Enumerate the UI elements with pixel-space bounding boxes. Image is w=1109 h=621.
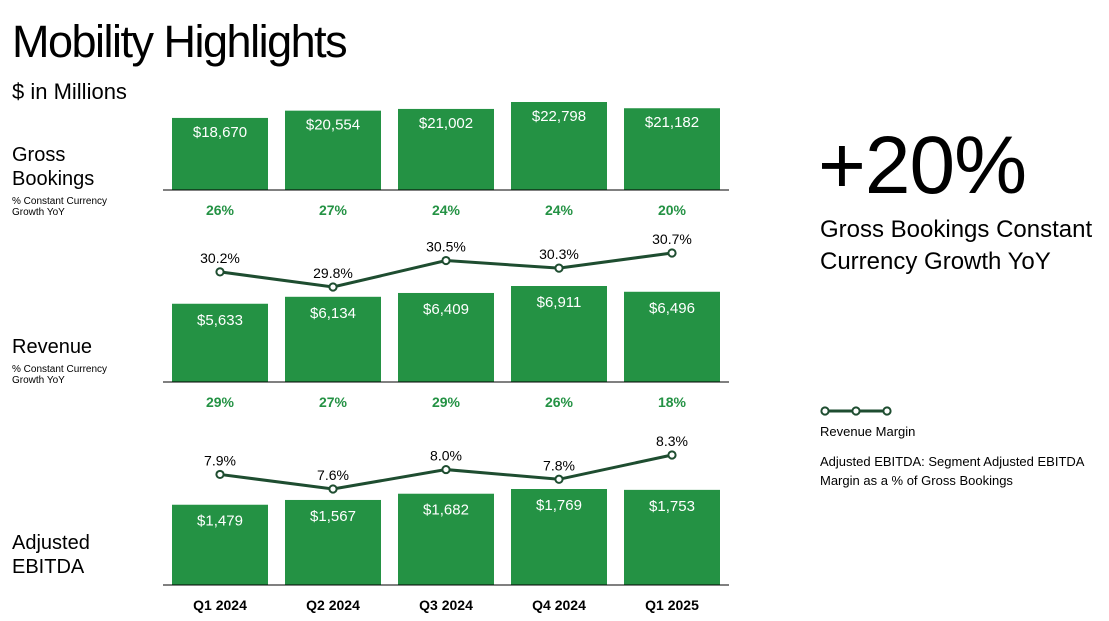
gross-bookings-label: Gross Bookings [12, 144, 95, 190]
legend-point-icon [820, 406, 830, 416]
gross-bookings-bar [285, 110, 381, 190]
revenue-label: Revenue [12, 336, 93, 358]
page-subtitle: $ in Millions [12, 79, 127, 104]
adjusted-ebitda-margin-label: 7.8% [543, 457, 575, 473]
revenue-growth-label: 29% [432, 394, 461, 410]
x-tick-label: Q1 2025 [645, 597, 699, 613]
gross-bookings-sublabel: % Constant Currency Growth YoY [12, 196, 108, 218]
gross-bookings-value-label: $22,798 [532, 108, 586, 125]
revenue-bar [398, 292, 494, 382]
revenue-growth-label: 18% [658, 394, 687, 410]
adjusted-ebitda-margin-label: 7.9% [204, 452, 236, 468]
x-tick-label: Q1 2024 [193, 597, 247, 613]
gross-bookings-bar [398, 108, 494, 190]
adjusted-ebitda-margin-label: 7.6% [317, 467, 349, 483]
adjusted-ebitda-value-label: $1,567 [310, 508, 356, 525]
revenue-value-label: $6,134 [310, 305, 356, 322]
gross-bookings-bar [172, 117, 268, 190]
adjusted-ebitda-margin-point [328, 484, 338, 494]
adjusted-ebitda-value-label: $1,682 [423, 502, 469, 519]
revenue-margin-label: 30.7% [652, 231, 692, 247]
adjusted-ebitda-margin-point [215, 469, 225, 480]
adjusted-ebitda-bar [511, 489, 607, 585]
revenue-margin-point [441, 255, 451, 266]
adjusted-ebitda-label: Adjusted EBITDA [12, 532, 90, 578]
revenue-bar [172, 303, 268, 382]
revenue-bar [624, 291, 720, 382]
gross-bookings-growth-label: 20% [658, 202, 687, 218]
x-tick-label: Q2 2024 [306, 597, 360, 613]
revenue-margin-label: 30.5% [426, 239, 466, 255]
gross-bookings-bar [511, 102, 607, 190]
gross-bookings-growth-label: 27% [319, 202, 348, 218]
adjusted-ebitda-margin-label: 8.3% [656, 433, 688, 449]
gross-bookings-value-label: $21,002 [419, 115, 473, 132]
legend-point-icon [882, 406, 892, 416]
gross-bookings-growth-label: 24% [545, 202, 574, 218]
adjusted-ebitda-bar [172, 504, 268, 585]
big-stat-description: Gross Bookings Constant Currency Growth … [820, 216, 1093, 275]
revenue-margin-point [215, 267, 225, 277]
revenue-margin-point [667, 248, 677, 258]
revenue-bar [511, 286, 607, 382]
gross-bookings-value-label: $20,554 [306, 117, 360, 134]
adjusted-ebitda-value-label: $1,479 [197, 513, 243, 530]
revenue-sublabel: % Constant Currency Growth YoY [12, 364, 108, 386]
revenue-growth-label: 26% [545, 394, 574, 410]
gross-bookings-bar [624, 108, 720, 190]
legend-note: Adjusted EBITDA: Segment Adjusted EBITDA… [820, 454, 1084, 488]
adjusted-ebitda-margin-label: 8.0% [430, 448, 462, 464]
page-title: Mobility Highlights [12, 16, 348, 67]
revenue-growth-label: 29% [206, 394, 235, 410]
adjusted-ebitda-bar [398, 493, 494, 585]
revenue-margin-label: 30.3% [539, 246, 579, 262]
revenue-value-label: $6,911 [537, 294, 582, 311]
revenue-value-label: $6,409 [423, 301, 469, 318]
gross-bookings-value-label: $21,182 [645, 114, 699, 131]
gross-bookings-value-label: $18,670 [193, 124, 247, 141]
x-tick-label: Q3 2024 [419, 597, 473, 613]
gross-bookings-growth-label: 24% [432, 202, 461, 218]
legend-label: Revenue Margin [820, 424, 916, 439]
adjusted-ebitda-bar [285, 499, 381, 585]
big-stat: +20% [818, 120, 1027, 211]
adjusted-ebitda-margin-point [554, 474, 564, 484]
adjusted-ebitda-value-label: $1,753 [649, 498, 695, 515]
x-tick-label: Q4 2024 [532, 597, 586, 613]
gross-bookings-growth-label: 26% [206, 202, 235, 218]
revenue-value-label: $5,633 [197, 312, 243, 329]
adjusted-ebitda-margin-point [667, 450, 677, 460]
revenue-margin-point [554, 263, 564, 273]
legend-point-icon [851, 406, 861, 416]
adjusted-ebitda-bar [624, 489, 720, 585]
adjusted-ebitda-value-label: $1,769 [536, 497, 582, 514]
revenue-value-label: $6,496 [649, 300, 695, 317]
adjusted-ebitda-margin-point [441, 464, 451, 475]
revenue-bar [285, 296, 381, 382]
revenue-margin-point [328, 282, 338, 292]
revenue-margin-label: 29.8% [313, 265, 353, 281]
revenue-growth-label: 27% [319, 394, 348, 410]
revenue-margin-label: 30.2% [200, 250, 240, 266]
